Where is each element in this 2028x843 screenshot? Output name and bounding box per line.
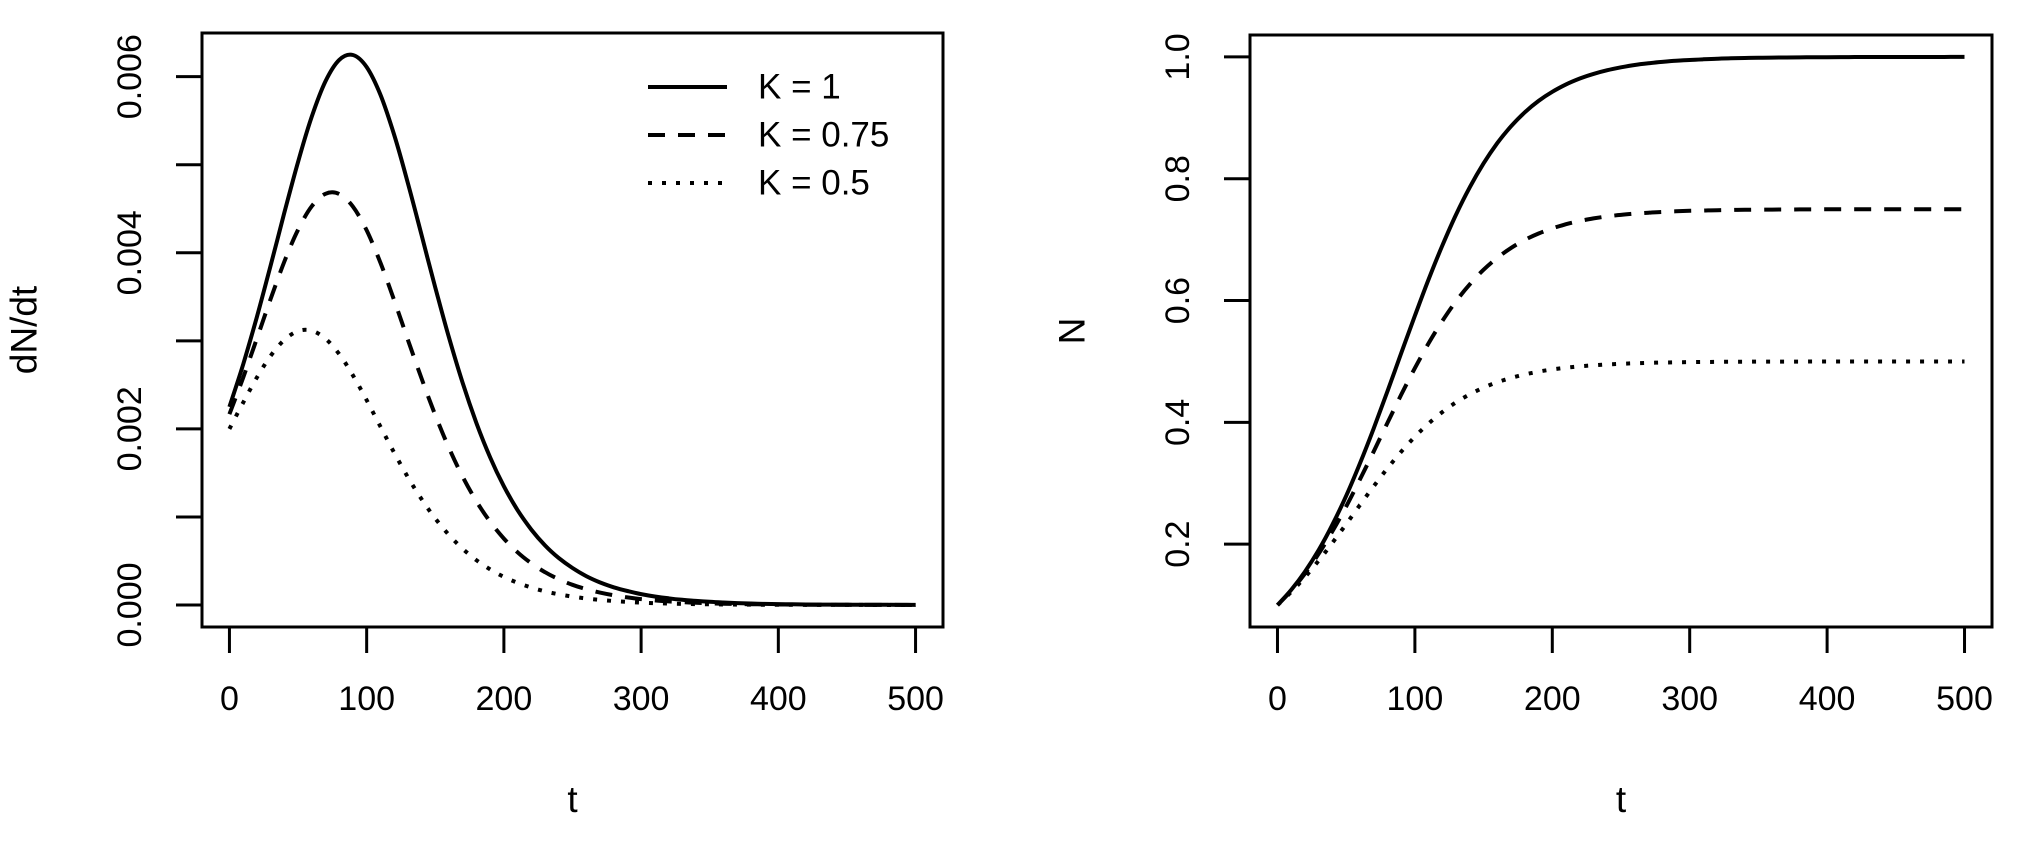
x-tick-label: 100 [338, 680, 395, 718]
x-axis-title: t [567, 779, 578, 820]
y-axis-title: N [1052, 318, 1093, 345]
x-tick-label: 500 [1936, 680, 1993, 718]
curve-k-0.75 [227, 190, 916, 607]
plot-box [1248, 33, 1994, 629]
legend: K = 1 K = 0.75 K = 0.5 [648, 68, 889, 203]
curve-k-1 [1276, 54, 1965, 607]
x-tick-label: 400 [1799, 680, 1856, 718]
x-tick-label: 300 [1661, 680, 1718, 718]
x-tick-label: 500 [887, 680, 944, 718]
legend-label-k-1: K = 1 [758, 68, 841, 107]
curve-k-0.75 [1276, 207, 1965, 607]
y-tick-label: 0.2 [1159, 521, 1197, 568]
curve-k-1 [227, 52, 916, 607]
y-tick-label: 0.8 [1159, 155, 1197, 202]
x-tick-label: 0 [220, 680, 239, 718]
x-tick-label: 100 [1387, 680, 1444, 718]
x-tick-label: 300 [613, 680, 670, 718]
right-panel: 0 100 200 300 400 500 0.2 0.4 0.6 0.8 1.0 t N [1052, 33, 1994, 820]
y-tick-label: 0.004 [111, 210, 149, 295]
left-panel: 0 100 200 300 400 500 0.000 0.002 0.004 0.006 t dN/… [4, 31, 945, 820]
curve-k-0.5 [1276, 359, 1965, 607]
x-tick-label: 200 [1524, 680, 1581, 718]
y-tick-label: 0.000 [111, 562, 149, 647]
y-tick-label: 0.002 [111, 386, 149, 471]
y-tick-label: 0.4 [1159, 399, 1197, 446]
legend-label-k-0.5: K = 0.5 [758, 164, 870, 203]
y-tick-label: 1.0 [1159, 33, 1197, 80]
x-tick-label: 400 [750, 680, 807, 718]
y-axis-title: dN/dt [4, 285, 45, 374]
legend-label-k-0.75: K = 0.75 [758, 116, 889, 155]
plot-box [200, 31, 945, 629]
curve-k-0.5 [227, 327, 916, 608]
x-axis-title: t [1616, 779, 1627, 820]
y-tick-label: 0.006 [111, 34, 149, 119]
x-tick-label: 200 [476, 680, 533, 718]
x-tick-label: 0 [1268, 680, 1287, 718]
y-tick-label: 0.6 [1159, 277, 1197, 324]
